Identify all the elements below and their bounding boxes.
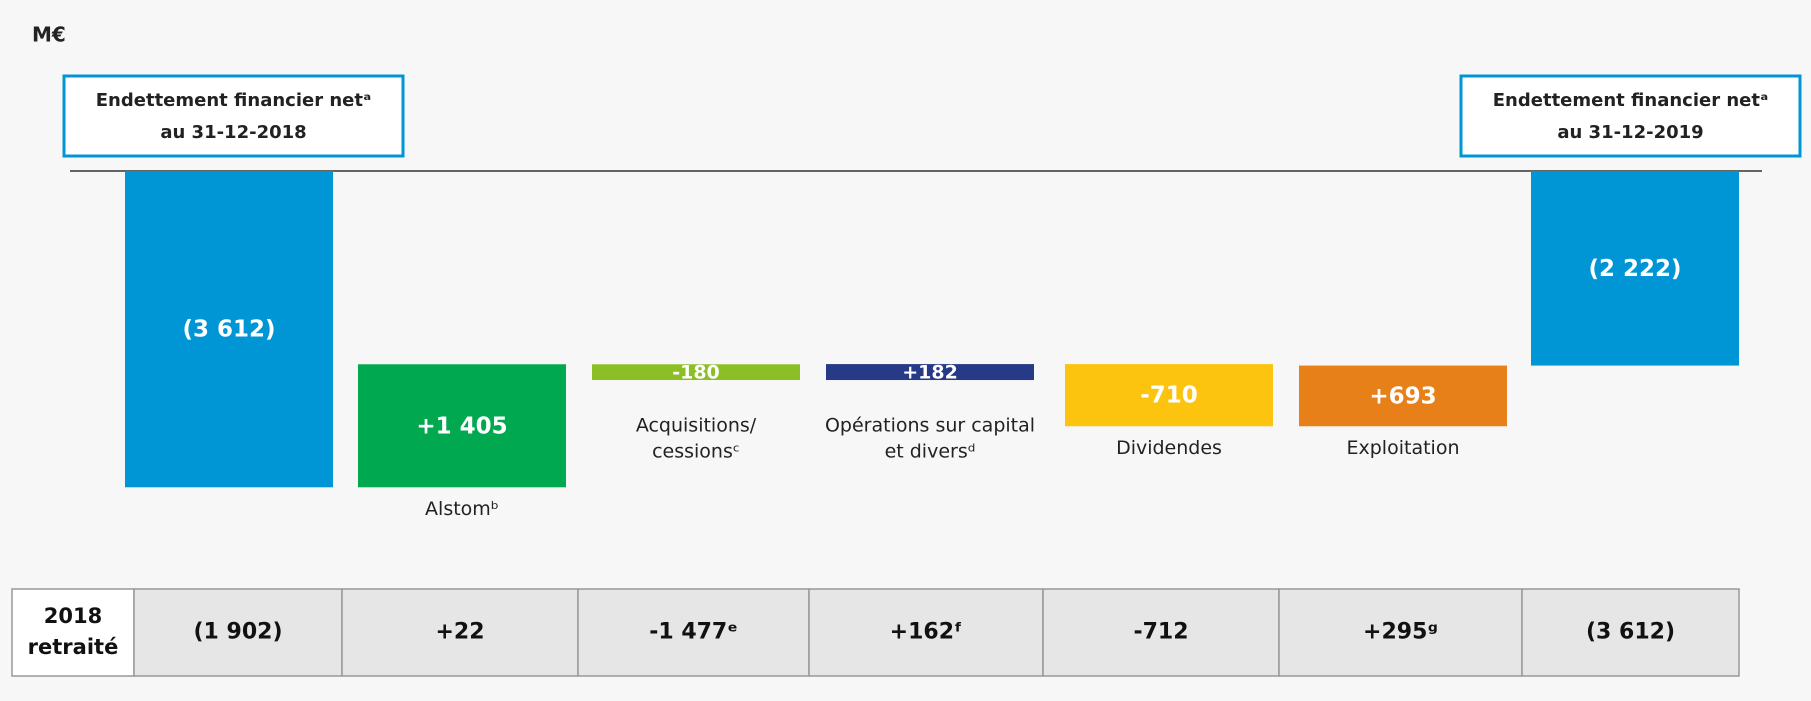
table-value: -1 477ᵉ (649, 620, 738, 645)
table-value: +22 (435, 620, 484, 645)
category-label: et diversᵈ (885, 441, 976, 463)
table-value: +162ᶠ (890, 620, 963, 645)
table-value: +295ᵍ (1363, 620, 1438, 645)
table-cell (133, 588, 343, 677)
unit-label: M€ (32, 23, 66, 47)
table-cell (1042, 588, 1280, 677)
category-label: Acquisitions/ (636, 415, 757, 437)
table-value: -712 (1133, 620, 1188, 645)
bar (1065, 364, 1273, 427)
table-value: (1 902) (194, 620, 283, 645)
value-label: (3 612) (182, 317, 275, 343)
table-header: retraité (28, 635, 119, 659)
category-label: Endettement financier netᵃ (1493, 90, 1768, 111)
bar (1299, 365, 1507, 427)
category-box (1459, 74, 1802, 158)
category-label: Dividendes (1116, 437, 1222, 459)
table-cell (577, 588, 810, 677)
bar (592, 364, 800, 381)
category-label: Alstomᵇ (425, 498, 499, 520)
bar (358, 364, 566, 488)
bar (1531, 171, 1739, 366)
table-cell (341, 588, 579, 677)
value-label: +182 (902, 362, 958, 384)
category-label: Endettement financier netᵃ (96, 90, 371, 111)
value-label: +1 405 (416, 413, 507, 439)
category-label: au 31-12-2018 (160, 122, 306, 143)
value-label: +693 (1369, 383, 1436, 409)
category-label: Exploitation (1347, 437, 1460, 459)
value-label: -180 (672, 362, 720, 384)
table-cell (1521, 588, 1740, 677)
category-label: au 31-12-2019 (1557, 122, 1703, 143)
category-box (62, 74, 405, 158)
table-cell (1278, 588, 1523, 677)
bar (125, 171, 333, 488)
category-label: Opérations sur capital (825, 415, 1035, 437)
bar (826, 364, 1034, 381)
table-header: 2018 (44, 604, 102, 628)
value-label: (2 222) (1588, 256, 1681, 282)
value-label: -710 (1140, 383, 1198, 409)
table-value: (3 612) (1586, 620, 1675, 645)
table-header-cell (11, 588, 135, 677)
category-label: cessionsᶜ (652, 441, 740, 463)
